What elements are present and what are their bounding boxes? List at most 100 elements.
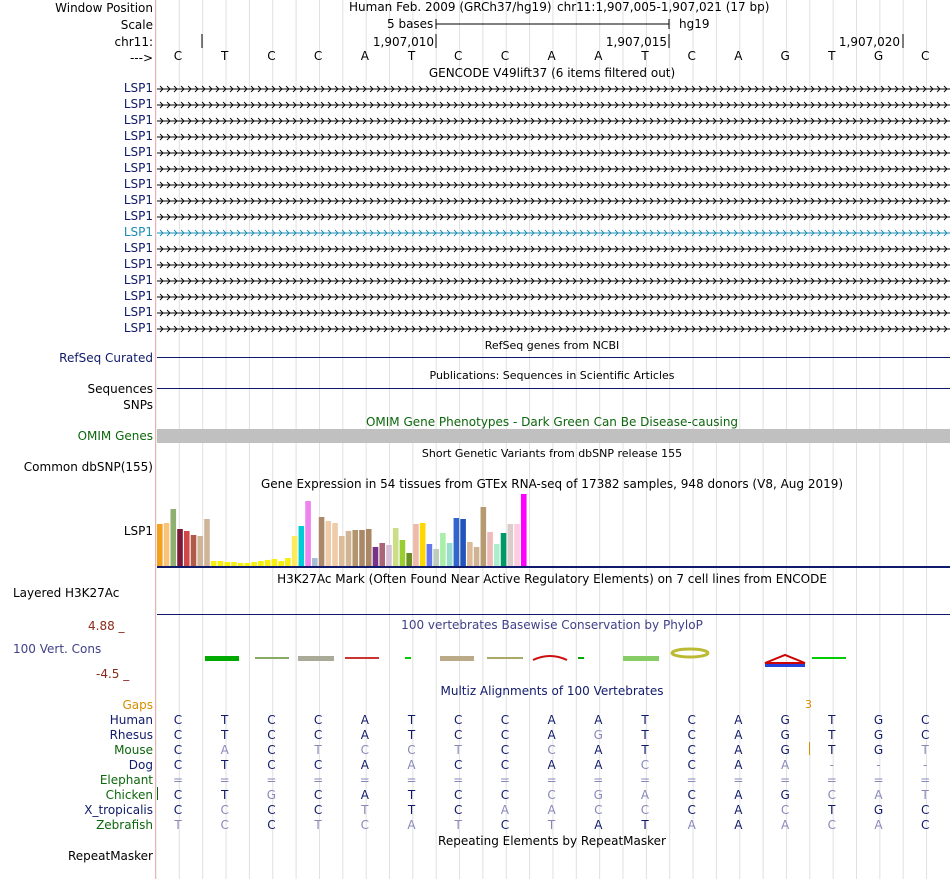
gencode-transcript-label[interactable]: LSP1 bbox=[123, 321, 153, 335]
aligned-base: - bbox=[829, 758, 834, 772]
ruler-tick-label-1: 1,907,010 bbox=[372, 35, 434, 49]
aligned-base: T bbox=[828, 803, 836, 817]
aligned-base: C bbox=[500, 788, 510, 802]
aligned-base: = bbox=[546, 773, 557, 787]
gtex-bar-chart[interactable] bbox=[0, 490, 950, 570]
reference-base: T bbox=[828, 49, 836, 63]
dbsnp-label[interactable]: Common dbSNP(155) bbox=[23, 460, 153, 474]
gtex-tissue-bar bbox=[359, 530, 365, 566]
aligned-base: = bbox=[172, 773, 184, 787]
aligned-base: T bbox=[828, 713, 836, 727]
aligned-base: = bbox=[780, 773, 791, 787]
species-label[interactable]: X_tropicalis bbox=[84, 803, 153, 817]
transcript-strand-arrows bbox=[159, 149, 948, 157]
aligned-base: A bbox=[734, 728, 743, 742]
gtex-tissue-bar bbox=[271, 559, 278, 566]
gencode-transcripts[interactable] bbox=[0, 0, 950, 340]
gencode-transcript-label[interactable]: LSP1 bbox=[123, 161, 153, 175]
reference-base: C bbox=[687, 49, 696, 63]
omim-gene-bar[interactable] bbox=[157, 429, 950, 443]
species-label[interactable]: Dog bbox=[128, 758, 153, 772]
gencode-transcript-label[interactable]: LSP1 bbox=[123, 97, 153, 111]
publications-label[interactable]: Sequences bbox=[87, 382, 153, 396]
gtex-tissue-bar bbox=[446, 543, 453, 566]
dbsnp-track-title: Short Genetic Variants from dbSNP releas… bbox=[421, 447, 683, 460]
h3k27ac-baseline bbox=[157, 614, 950, 615]
aligned-base: = bbox=[920, 773, 931, 787]
repeatmasker-label[interactable]: RepeatMasker bbox=[67, 849, 153, 863]
aligned-base: C bbox=[267, 743, 276, 757]
aligned-base: = bbox=[873, 773, 884, 787]
conservation-logos bbox=[205, 647, 846, 667]
aligned-base: T bbox=[407, 803, 416, 817]
gencode-transcript-label[interactable]: LSP1 bbox=[123, 241, 153, 255]
gtex-tissue-bar bbox=[224, 562, 230, 566]
gtex-tissue-bar bbox=[494, 544, 500, 566]
aligned-base: C bbox=[173, 788, 183, 802]
aligned-base: = bbox=[686, 773, 697, 787]
gencode-transcript-label[interactable]: LSP1 bbox=[123, 177, 153, 191]
reference-base: A bbox=[594, 49, 603, 63]
species-label[interactable]: Chicken bbox=[105, 788, 153, 802]
gencode-transcript-label[interactable]: LSP1 bbox=[123, 273, 153, 287]
aligned-base: C bbox=[173, 728, 183, 742]
aligned-base: A bbox=[360, 758, 369, 772]
refseq-label[interactable]: RefSeq Curated bbox=[59, 351, 153, 365]
gencode-transcript-label[interactable]: LSP1 bbox=[123, 257, 153, 271]
transcript-strand-arrows bbox=[159, 277, 948, 285]
gtex-tissue-bar bbox=[278, 561, 284, 566]
gencode-transcript-label[interactable]: LSP1 bbox=[123, 305, 153, 319]
gencode-transcript-label[interactable]: LSP1 bbox=[123, 129, 153, 143]
aligned-base: A bbox=[547, 728, 556, 742]
reference-base: G bbox=[873, 49, 884, 63]
gencode-transcript-label[interactable]: LSP1 bbox=[123, 113, 153, 127]
snps-label: SNPs bbox=[123, 398, 153, 412]
h3k27ac-label[interactable]: Layered H3K27Ac bbox=[13, 586, 120, 600]
conservation-logo-mark bbox=[578, 657, 584, 659]
aligned-base: T bbox=[828, 728, 836, 742]
gtex-track-title: Gene Expression in 54 tissues from GTEx … bbox=[260, 477, 844, 491]
aligned-base: A bbox=[734, 713, 743, 727]
species-label[interactable]: Mouse bbox=[114, 743, 153, 757]
gencode-transcript-label[interactable]: LSP1 bbox=[123, 225, 153, 239]
reference-base: T bbox=[641, 49, 649, 63]
aligned-base: T bbox=[174, 818, 182, 832]
species-label[interactable]: Human bbox=[109, 713, 153, 727]
omim-label[interactable]: OMIM Genes bbox=[77, 429, 153, 443]
aligned-base: = bbox=[219, 773, 230, 787]
aligned-base: A bbox=[594, 713, 603, 727]
gencode-transcript-label[interactable]: LSP1 bbox=[123, 289, 153, 303]
aligned-base: C bbox=[453, 728, 463, 742]
aligned-base: A bbox=[594, 743, 603, 757]
gtex-tissue-bar bbox=[419, 523, 426, 566]
conservation-label[interactable]: 100 Vert. Cons bbox=[13, 642, 102, 656]
conservation-logo-mark bbox=[440, 656, 474, 661]
gencode-transcript-label[interactable]: LSP1 bbox=[123, 209, 153, 223]
conservation-logo-mark bbox=[623, 656, 659, 661]
aligned-base: C bbox=[920, 728, 930, 742]
aligned-base: C bbox=[687, 743, 696, 757]
gtex-tissue-bar bbox=[440, 533, 446, 566]
species-label[interactable]: Zebrafish bbox=[96, 818, 153, 832]
aligned-base: C bbox=[173, 803, 183, 817]
reference-base: A bbox=[734, 49, 743, 63]
aligned-base: T bbox=[641, 743, 649, 757]
species-label[interactable]: Elephant bbox=[99, 773, 153, 787]
aligned-base: G bbox=[780, 728, 790, 742]
transcript-strand-arrows bbox=[159, 309, 948, 317]
conservation-track-title: 100 vertebrates Basewise Conservation by… bbox=[401, 618, 703, 632]
aligned-base: C bbox=[920, 818, 930, 832]
gtex-tissue-bar bbox=[453, 518, 460, 566]
gencode-transcript-label[interactable]: LSP1 bbox=[123, 145, 153, 159]
gencode-transcript-label[interactable]: LSP1 bbox=[123, 81, 153, 95]
scale-bases-text: 5 bases bbox=[387, 17, 434, 31]
position-coords-text[interactable]: chr11:1,907,005-1,907,021 (17 bp) bbox=[557, 0, 770, 14]
species-label[interactable]: Rhesus bbox=[109, 728, 153, 742]
gtex-tissue-bar bbox=[365, 529, 372, 566]
gencode-transcript-label[interactable]: LSP1 bbox=[123, 193, 153, 207]
aligned-base: = bbox=[266, 773, 277, 787]
strand-arrow-label[interactable]: ---> bbox=[129, 51, 153, 65]
gtex-tissue-bar bbox=[183, 531, 190, 566]
gtex-gene-label[interactable]: LSP1 bbox=[123, 524, 153, 538]
gtex-tissue-bar bbox=[460, 519, 466, 566]
